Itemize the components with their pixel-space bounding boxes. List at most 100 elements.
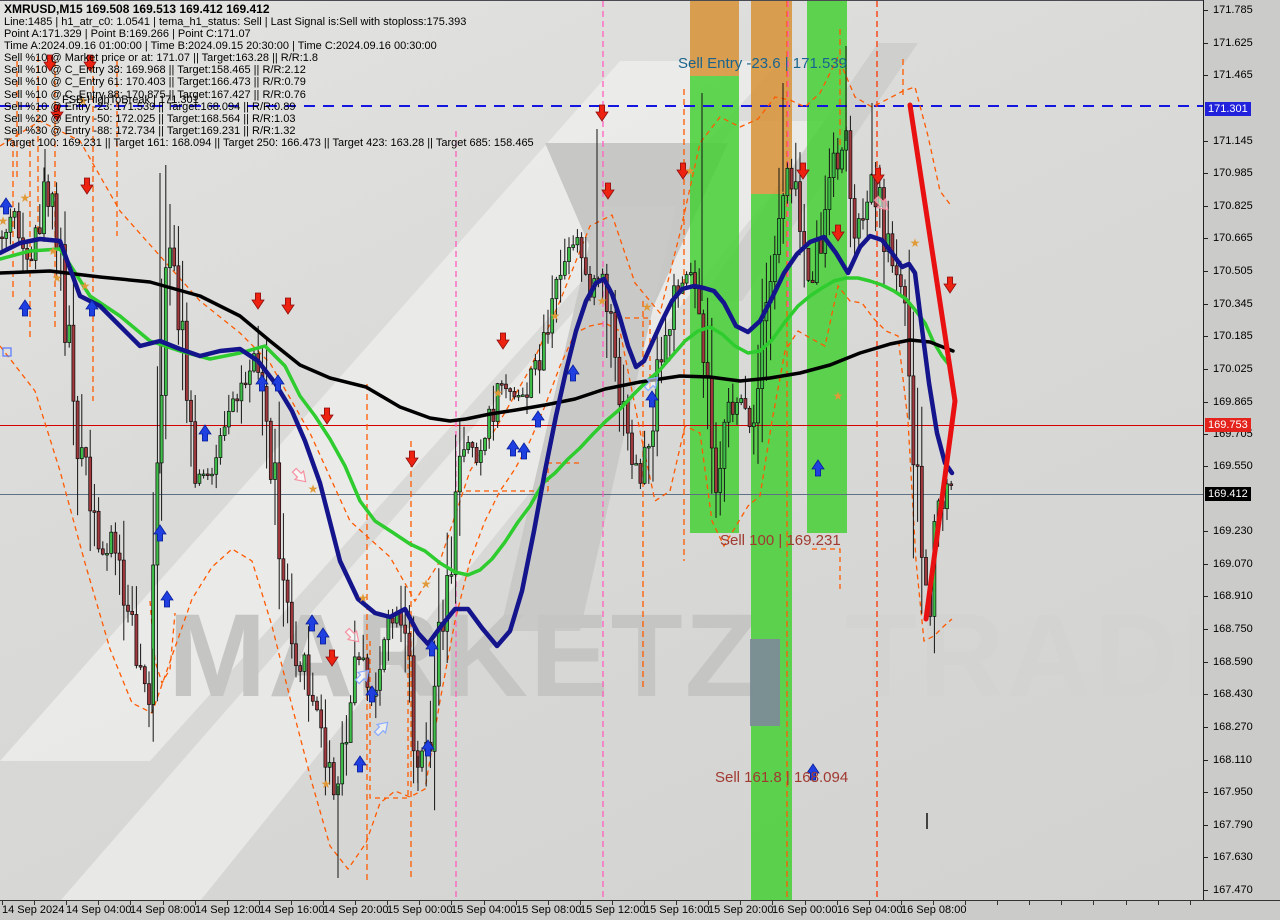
price-axis-label: 168.110 bbox=[1213, 753, 1252, 766]
price-axis-tick bbox=[1204, 75, 1208, 77]
sell-arrow-icon bbox=[601, 182, 615, 200]
ma-green bbox=[0, 247, 952, 577]
buy-arrow-icon bbox=[531, 410, 545, 428]
time-axis-label: 15 Sep 20:00 bbox=[708, 904, 774, 916]
candles bbox=[0, 46, 954, 878]
time-axis-label: 16 Sep 08:00 bbox=[901, 904, 967, 916]
time-axis-tick bbox=[547, 901, 549, 905]
star-marker-icon: ★ bbox=[20, 191, 31, 205]
star-marker-icon: ★ bbox=[80, 279, 91, 293]
time-axis-label: 15 Sep 12:00 bbox=[580, 904, 646, 916]
time-axis-tick bbox=[611, 901, 613, 905]
zigzag-line bbox=[907, 102, 958, 622]
time-axis-tick bbox=[258, 901, 260, 905]
price-axis-label: 170.665 bbox=[1213, 232, 1253, 245]
time-axis-tick bbox=[579, 901, 581, 905]
time-axis-tick bbox=[1189, 901, 1191, 905]
time-axis-tick bbox=[355, 901, 357, 905]
sell-arrow-icon bbox=[325, 649, 339, 667]
price-axis-label: 170.185 bbox=[1213, 330, 1253, 343]
price-badge: 169.753 bbox=[1205, 417, 1251, 432]
price-axis-tick bbox=[1204, 140, 1208, 142]
price-axis[interactable]: 171.785 171.625 171.465 171.145 170.985 170.8… bbox=[1203, 0, 1280, 900]
price-axis-tick bbox=[1204, 205, 1208, 207]
hollow-blue-arrow-icon bbox=[643, 376, 659, 392]
time-axis-label: 15 Sep 00:00 bbox=[387, 904, 453, 916]
buy-arrow-icon bbox=[425, 639, 439, 657]
watermark-text-marketz: MARKETZ bbox=[168, 590, 759, 722]
time-axis-tick bbox=[194, 901, 196, 905]
time-axis-tick bbox=[323, 901, 324, 905]
price-axis-tick bbox=[1204, 465, 1208, 467]
star-marker-icon: ★ bbox=[833, 389, 844, 403]
price-axis-label: 170.025 bbox=[1213, 363, 1253, 375]
info-line: Target 100: 169.231 || Target 161: 168.0… bbox=[4, 136, 534, 149]
watermark-text-trade: TRADE bbox=[845, 590, 1203, 722]
annotation-sell-100: Sell 100 | 169.231 bbox=[720, 532, 841, 549]
price-axis-label: 168.590 bbox=[1213, 655, 1253, 668]
star-marker-icon: ★ bbox=[421, 577, 432, 591]
time-axis[interactable]: 14 Sep 2024 14 Sep 04:00 14 Sep 08:00 14 Se… bbox=[0, 900, 1280, 920]
time-axis-tick bbox=[66, 901, 68, 905]
info-line: Sell %10 @ C_Entry 61: 170.403 || Target… bbox=[4, 76, 306, 89]
info-line: Sell %20 @ Entry -50: 172.025 || Target:… bbox=[4, 112, 296, 125]
time-axis-tick bbox=[772, 901, 774, 905]
info-line: Sell %10 @ C_Entry 38: 169.968 || Target… bbox=[4, 64, 306, 77]
info-line: Point A:171.329 | Point B:169.266 | Poin… bbox=[4, 28, 251, 41]
price-axis-tick bbox=[1204, 303, 1208, 305]
buy-arrow-icon bbox=[365, 685, 379, 703]
price-badge: 171.301 bbox=[1205, 101, 1251, 116]
time-axis-tick bbox=[1125, 901, 1127, 905]
watermark-separator-box bbox=[750, 639, 780, 726]
buy-arrow-icon bbox=[811, 459, 825, 477]
buy-arrow-icon bbox=[85, 299, 99, 317]
price-axis-label: 171.785 bbox=[1213, 4, 1253, 16]
chart-canvas[interactable]: ★ ★ ★ ★ ★ ★ ★ ★ ★ ★ ★ ★ ★ ★ ★ ★ ★ bbox=[0, 1, 1203, 901]
price-axis-label: 167.790 bbox=[1213, 818, 1253, 831]
star-marker-icon: ★ bbox=[910, 236, 921, 250]
sell-arrow-icon bbox=[43, 54, 57, 72]
price-axis-tick bbox=[1204, 857, 1208, 859]
sell-arrow-icon bbox=[831, 224, 845, 242]
price-axis-label: 169.550 bbox=[1213, 459, 1253, 472]
price-axis-label: 170.505 bbox=[1213, 265, 1253, 278]
annotation-sell-entry: Sell Entry -23.6 | 171.539 bbox=[678, 55, 847, 72]
time-axis-tick bbox=[708, 901, 710, 905]
info-line: Sell %10 @ Market price or at: 171.07 ||… bbox=[4, 52, 319, 65]
time-axis-tick bbox=[1157, 901, 1159, 905]
price-axis-tick bbox=[1204, 238, 1208, 240]
buy-arrow-icon bbox=[806, 763, 820, 781]
sell-arrow-icon bbox=[80, 177, 94, 195]
sell-arrow-icon bbox=[676, 162, 690, 180]
buy-arrow-icon bbox=[0, 197, 13, 215]
buy-arrow-icon bbox=[160, 590, 174, 608]
star-marker-icon: ★ bbox=[597, 294, 608, 308]
price-axis-label: 167.470 bbox=[1213, 884, 1253, 897]
envelope-lines bbox=[0, 1, 953, 900]
signal-zones bbox=[690, 1, 847, 901]
hollow-pink-arrow-icon bbox=[291, 467, 307, 483]
price-axis-tick bbox=[1204, 369, 1208, 370]
star-marker-icon: ★ bbox=[358, 591, 369, 605]
price-axis-label: 170.345 bbox=[1213, 297, 1253, 310]
star-marker-icon: ★ bbox=[685, 164, 696, 178]
sell-arrow-icon bbox=[281, 297, 295, 315]
fsb-high-to-break-label: FSB-HighToBreak | 171.301 bbox=[62, 94, 199, 106]
price-axis-tick bbox=[1204, 271, 1208, 273]
sell-arrow-icon bbox=[83, 54, 97, 72]
star-marker-icon: ★ bbox=[321, 777, 332, 791]
sell-arrow-icon bbox=[251, 292, 265, 310]
time-axis-tick bbox=[226, 901, 228, 905]
info-line: Sell %10 @ Entry -23: 171.539 || Target:… bbox=[4, 100, 296, 113]
time-axis-label: 16 Sep 04:00 bbox=[837, 904, 903, 916]
price-axis-tick bbox=[1204, 563, 1208, 565]
time-axis-label: 15 Sep 16:00 bbox=[644, 904, 710, 916]
time-axis-tick bbox=[997, 901, 999, 905]
time-axis-tick bbox=[98, 901, 100, 905]
price-axis-tick bbox=[1204, 890, 1208, 892]
time-axis-tick bbox=[965, 901, 966, 905]
time-axis-label: 14 Sep 20:00 bbox=[323, 904, 389, 916]
chart-plot-area[interactable]: MARKETZ TRADE ★ ★ ★ ★ ★ ★ ★ ★ ★ ★ ★ ★ ★ ★ ★ ★ ★ bbox=[0, 0, 1203, 901]
ma-black bbox=[0, 269, 955, 423]
